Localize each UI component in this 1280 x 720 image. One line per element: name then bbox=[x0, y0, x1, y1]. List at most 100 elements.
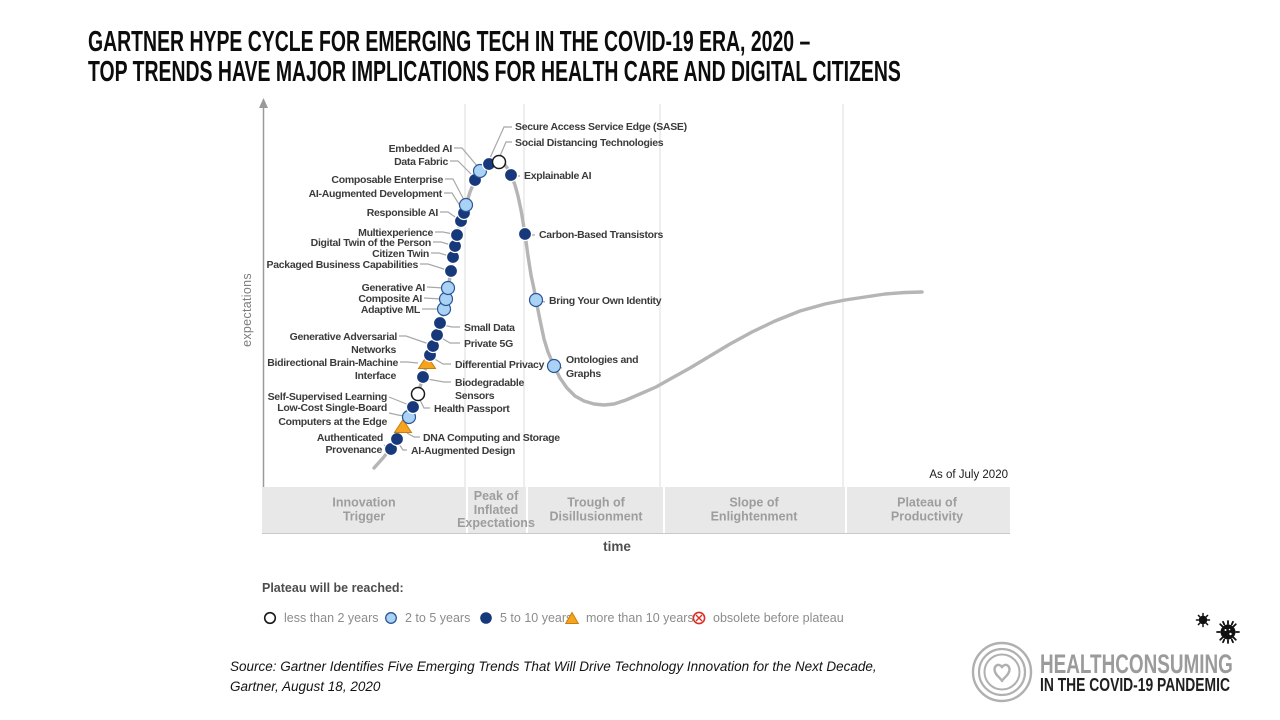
healthconsuming-heart-logo bbox=[971, 641, 1033, 703]
point-label: Composable Enterprise bbox=[331, 174, 443, 186]
point-self-supervised-learning: Self-Supervised Learning bbox=[268, 391, 421, 415]
phase-slope: Slope of Enlightenment bbox=[710, 495, 798, 523]
phase-divider bbox=[466, 487, 468, 533]
point-label: Packaged Business Capabilities bbox=[267, 259, 419, 271]
point-label: Secure Access Service Edge (SASE) bbox=[515, 121, 687, 133]
point-composite-ai: Composite AI bbox=[358, 291, 454, 307]
point-label: Self-Supervised Learning bbox=[268, 391, 387, 403]
healthconsuming-wordmark: HEALTHCONSUMING IN THE COVID-19 PANDEMIC bbox=[1040, 649, 1280, 695]
legend-label: less than 2 years bbox=[284, 611, 379, 625]
point-label: Explainable AI bbox=[524, 170, 592, 182]
point-label: Graphs bbox=[566, 368, 601, 380]
white-circle-icon bbox=[263, 611, 277, 625]
point-label: Composite AI bbox=[358, 293, 422, 305]
point-bring-your-own-identity: Bring Your Own Identity bbox=[528, 292, 662, 308]
point-label: Authenticated bbox=[317, 432, 383, 444]
point-label: Digital Twin of the Person bbox=[311, 237, 431, 249]
point-small-data: Small Data bbox=[432, 315, 515, 334]
phase-divider bbox=[526, 487, 528, 533]
point-explainable-ai: Explainable AI bbox=[503, 167, 592, 183]
x-axis-label: time bbox=[603, 539, 631, 554]
brand-line1: HEALTHCONSUMING bbox=[1040, 649, 1233, 679]
point-label: Responsible AI bbox=[367, 207, 439, 219]
point-label: Differential Privacy bbox=[455, 359, 545, 371]
legend-item-less-than-2-years: less than 2 years bbox=[262, 610, 379, 626]
point-low-cost-single-board-computers: Low-Cost Single-Board Computers at the E… bbox=[277, 402, 417, 428]
point-label: Biodegradable bbox=[455, 377, 524, 389]
point-label: Health Passport bbox=[434, 403, 510, 415]
legend-label: 5 to 10 years bbox=[500, 611, 573, 625]
point-differential-privacy: Differential Privacy bbox=[422, 347, 545, 371]
hype-curve bbox=[372, 159, 924, 470]
point-label: Interface bbox=[355, 370, 397, 382]
coronavirus-icons bbox=[1195, 612, 1240, 644]
point-label: Embedded AI bbox=[389, 143, 453, 155]
point-label: Data Fabric bbox=[394, 156, 448, 168]
light-blue-circle-icon bbox=[385, 612, 397, 624]
point-label: Carbon-Based Transistors bbox=[539, 229, 664, 241]
legend-item-2-to-5-years: 2 to 5 years bbox=[383, 610, 470, 626]
point-label: Small Data bbox=[464, 322, 515, 334]
legend-title: Plateau will be reached: bbox=[262, 581, 404, 595]
phase-plateau: Plateau of Productivity bbox=[890, 495, 964, 523]
page-title: GARTNER HYPE CYCLE FOR EMERGING TECH IN … bbox=[88, 26, 901, 88]
phase-trough: Trough of Disillusionment bbox=[549, 495, 643, 523]
legend-item-more-than-10-years: more than 10 years bbox=[564, 610, 694, 626]
point-label: Low-Cost Single-Board bbox=[277, 402, 387, 414]
point-label: Sensors bbox=[455, 390, 495, 402]
point-label: Generative Adversarial bbox=[290, 331, 398, 343]
point-composable-enterprise: Composable Enterprise bbox=[331, 174, 474, 213]
point-authenticated-provenance: Authenticated Provenance bbox=[317, 432, 399, 457]
legend-label: obsolete before plateau bbox=[713, 611, 844, 625]
legend-item-obsolete-before-plateau: obsolete before plateau bbox=[691, 610, 844, 626]
point-ontologies-and-graphs: Ontologies and Graphs bbox=[546, 354, 639, 380]
point-citizen-twin: Citizen Twin bbox=[372, 248, 461, 265]
point-multiexperience: Multiexperience bbox=[358, 227, 465, 243]
point-social-distancing-technologies: Social Distancing Technologies bbox=[491, 137, 664, 170]
point-bidirectional-brain-machine-interface: Bidirectional Brain-Machine Interface bbox=[267, 354, 437, 382]
point-private-5g: Private 5G bbox=[429, 327, 513, 350]
y-axis bbox=[259, 98, 268, 487]
point-label: Social Distancing Technologies bbox=[515, 137, 664, 149]
legend-label: 2 to 5 years bbox=[405, 611, 471, 625]
point-carbon-based-transistors: Carbon-Based Transistors bbox=[517, 226, 664, 242]
page-title-line1: GARTNER HYPE CYCLE FOR EMERGING TECH IN … bbox=[88, 26, 811, 58]
phase-divider bbox=[663, 487, 665, 533]
point-ai-augmented-design: AI-Augmented Design bbox=[389, 431, 515, 457]
y-axis-label: expectations bbox=[240, 273, 254, 347]
virus-icon-small bbox=[1195, 612, 1211, 628]
phase-divider bbox=[845, 487, 847, 533]
phase-innovation-trigger: Innovation Trigger bbox=[332, 495, 396, 523]
point-label: AI-Augmented Design bbox=[411, 445, 515, 457]
point-responsible-ai: Responsible AI bbox=[367, 207, 469, 229]
point-label: Networks bbox=[351, 344, 396, 356]
point-label: Adaptive ML bbox=[361, 304, 421, 316]
legend-label: more than 10 years bbox=[586, 611, 694, 625]
legend-item-5-to-10-years: 5 to 10 years bbox=[478, 610, 572, 626]
point-generative-adversarial-networks: Generative Adversarial Networks bbox=[290, 331, 441, 356]
red-crossed-circle-icon bbox=[692, 611, 706, 625]
virus-icon-large bbox=[1216, 620, 1240, 644]
phase-band: Innovation Trigger Peak of Inflated Expe… bbox=[262, 487, 1010, 534]
page-title-line2: TOP TRENDS HAVE MAJOR IMPLICATIONS FOR H… bbox=[88, 55, 901, 88]
point-label: AI-Augmented Development bbox=[309, 188, 443, 200]
point-label: Multiexperience bbox=[358, 227, 433, 239]
point-label: Computers at the Edge bbox=[278, 416, 387, 428]
brand-line2: IN THE COVID-19 PANDEMIC bbox=[1040, 675, 1230, 695]
point-health-passport: Health Passport bbox=[410, 386, 511, 415]
point-label: Ontologies and bbox=[566, 354, 638, 366]
point-dna-computing-and-storage: DNA Computing and Storage bbox=[393, 418, 561, 444]
point-label: Bring Your Own Identity bbox=[549, 295, 662, 307]
point-generative-ai: Generative AI bbox=[362, 280, 456, 296]
phase-peak: Peak of Inflated Expectations bbox=[457, 488, 535, 530]
point-label: Private 5G bbox=[464, 338, 513, 350]
point-label: Generative AI bbox=[362, 282, 426, 294]
point-packaged-business-capabilities: Packaged Business Capabilities bbox=[267, 259, 459, 279]
point-label: Citizen Twin bbox=[372, 248, 429, 260]
point-biodegradable-sensors: Biodegradable Sensors bbox=[415, 369, 525, 402]
as-of-date: As of July 2020 bbox=[929, 469, 1008, 481]
point-label: Provenance bbox=[325, 444, 382, 456]
dark-blue-circle-icon bbox=[480, 612, 492, 624]
